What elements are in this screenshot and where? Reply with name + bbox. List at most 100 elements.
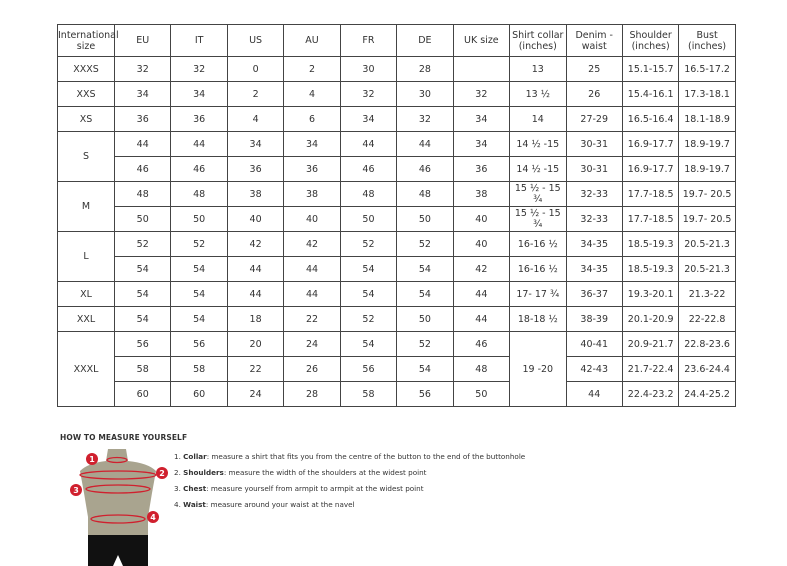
- value-cell: 32: [113, 56, 172, 82]
- value-cell: 22.8-23.6: [678, 331, 736, 357]
- value-cell: 50: [339, 206, 398, 232]
- value-cell: 34: [452, 131, 511, 157]
- value-cell: 36: [283, 156, 341, 182]
- marker-4: 4: [147, 511, 159, 523]
- value-cell: 0: [226, 56, 285, 82]
- value-cell: 60: [170, 381, 228, 407]
- value-cell: 22-22.8: [678, 306, 736, 332]
- value-cell: 54: [170, 256, 228, 282]
- value-cell: 38-39: [565, 306, 623, 332]
- value-cell: 34: [113, 81, 172, 107]
- value-cell: 40-41: [565, 331, 623, 357]
- value-cell: 42-43: [565, 356, 623, 382]
- size-cell: XL: [57, 281, 115, 307]
- value-cell: 21.3-22: [678, 281, 736, 307]
- marker-3: 3: [70, 484, 82, 496]
- collar-cell: 19 -20: [509, 331, 567, 407]
- table-row: 54 54 44 44 54 54 42 16-16 ½ 34-35 18.5-19.3 20.5-…: [58, 256, 736, 282]
- step-shoulders: 2. Shoulders: measure the width of the s…: [174, 468, 427, 477]
- value-cell: 60: [113, 381, 172, 407]
- value-cell: 34: [283, 131, 341, 157]
- marker-1: 1: [86, 453, 98, 465]
- value-cell: 24: [283, 331, 341, 357]
- table-row: L 52 52 42 42 52 52 40 16-16 ½ 34-35 18.5-19.3 20.5…: [57, 231, 736, 282]
- value-cell: 2: [283, 56, 341, 82]
- value-cell: 50: [170, 206, 228, 232]
- step-collar: 1. Collar: measure a shirt that fits you…: [174, 452, 526, 461]
- value-cell: 52: [170, 231, 228, 257]
- value-cell: 52: [396, 331, 454, 357]
- size-cell: XS: [57, 106, 115, 132]
- size-cell: XXXS: [57, 56, 115, 82]
- size-cell: S: [57, 131, 115, 182]
- value-cell: 48: [113, 181, 172, 207]
- value-cell: 44: [226, 281, 285, 307]
- column-header: International size: [57, 24, 119, 57]
- value-cell: 44: [113, 131, 172, 157]
- value-cell: 20.5-21.3: [678, 231, 736, 257]
- value-cell: 38: [283, 181, 341, 207]
- table-row: XXXL 56 56 20 24 54 52 46 19 -20 40-41 20.9-21.7 22…: [57, 331, 736, 407]
- value-cell: 19.3-20.1: [621, 281, 680, 307]
- value-cell: 36: [452, 156, 511, 182]
- table-row: 58 58 22 26 56 54 48 42-43 21.7-22.4 23.6-24.4: [58, 356, 736, 382]
- size-cell: M: [57, 181, 115, 232]
- value-cell: 18.5-19.3: [621, 231, 680, 257]
- column-header: DE: [396, 24, 454, 57]
- value-cell: 14 ½ -15: [509, 156, 567, 182]
- column-header: AU: [283, 24, 341, 57]
- value-cell: 56: [113, 331, 172, 357]
- value-cell: 32: [452, 81, 511, 107]
- svg-text:4: 4: [150, 513, 156, 522]
- value-cell: 22: [283, 306, 341, 332]
- torso-shape: [80, 449, 156, 535]
- value-cell: 24.4-25.2: [678, 381, 736, 407]
- table-row: XXXS 32 32 0 2 30 28 13 25 15.1-15.7 16.5-17.2: [57, 56, 736, 82]
- value-cell: 16.5-16.4: [621, 106, 680, 132]
- value-cell: 36: [113, 106, 172, 132]
- value-cell: 20: [226, 331, 285, 357]
- step-chest: 3. Chest: measure yourself from armpit t…: [174, 484, 424, 493]
- value-cell: 32: [396, 106, 454, 132]
- value-cell: 18: [226, 306, 285, 332]
- value-cell: 54: [339, 281, 398, 307]
- column-header: Shirt collar (inches): [509, 24, 567, 57]
- shorts-shape: [88, 535, 148, 566]
- value-cell: 34-35: [565, 231, 623, 257]
- value-cell: 19.7- 20.5: [678, 181, 736, 207]
- value-cell: 20.5-21.3: [678, 256, 736, 282]
- value-cell: 34-35: [565, 256, 623, 282]
- value-cell: 28: [396, 56, 454, 82]
- value-cell: 17.7-18.5: [621, 206, 680, 232]
- value-cell: 54: [170, 306, 228, 332]
- value-cell: 15 ½ - 15 ¾: [509, 181, 567, 207]
- value-cell: 42: [283, 231, 341, 257]
- value-cell: 38: [452, 181, 511, 207]
- value-cell: 44: [565, 381, 623, 407]
- value-cell: 42: [226, 231, 285, 257]
- value-cell: 30-31: [565, 131, 623, 157]
- header-row: International size EU IT US AU FR DE UK size Shi…: [57, 24, 736, 57]
- size-cell: XXS: [57, 81, 115, 107]
- size-cell: XXL: [57, 306, 115, 332]
- value-cell: 34: [226, 131, 285, 157]
- value-cell: 17- 17 ¾: [509, 281, 567, 307]
- value-cell: 15 ½ - 15 ¾: [509, 206, 567, 232]
- value-cell: 48: [170, 181, 228, 207]
- value-cell: 2: [226, 81, 285, 107]
- value-cell: 40: [283, 206, 341, 232]
- value-cell: 32-33: [565, 206, 623, 232]
- value-cell: 32: [339, 81, 398, 107]
- step-waist: 4. Waist: measure around your waist at t…: [174, 500, 355, 509]
- table-row: XXL 54 54 18 22 52 50 44 18-18 ½ 38-39 20.1-20.9 22…: [57, 306, 736, 332]
- value-cell: 4: [283, 81, 341, 107]
- column-header: US: [226, 24, 285, 57]
- value-cell: 17.3-18.1: [678, 81, 736, 107]
- svg-text:2: 2: [159, 469, 165, 478]
- table-row: XXS 34 34 2 4 32 30 32 13 ½ 26 15.4-16.1 17.3-18.1: [57, 81, 736, 107]
- column-header: Denim - waist: [565, 24, 623, 57]
- value-cell: 54: [396, 356, 454, 382]
- value-cell: 56: [396, 381, 454, 407]
- value-cell: 46: [339, 156, 398, 182]
- value-cell: 50: [396, 306, 454, 332]
